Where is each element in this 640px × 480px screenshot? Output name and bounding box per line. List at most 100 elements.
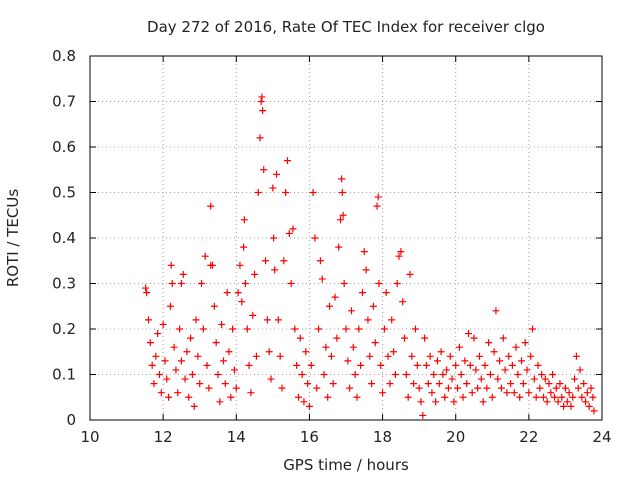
data-point — [399, 298, 407, 306]
data-point — [441, 393, 449, 401]
data-point — [203, 361, 211, 369]
data-point — [218, 320, 226, 328]
x-tick-label: 24 — [592, 428, 611, 446]
data-point — [558, 393, 566, 401]
data-point — [452, 361, 460, 369]
data-point — [527, 352, 535, 360]
data-point — [278, 384, 286, 392]
data-point — [315, 325, 323, 333]
data-point — [388, 316, 396, 324]
data-point — [516, 393, 524, 401]
data-point — [185, 393, 193, 401]
data-point — [293, 361, 301, 369]
data-point — [214, 371, 222, 378]
data-point — [183, 348, 191, 356]
data-point — [450, 398, 458, 406]
data-point — [565, 389, 573, 397]
data-point — [422, 361, 430, 369]
x-axis-label: GPS time / hours — [283, 456, 409, 474]
data-point — [521, 339, 529, 347]
data-point — [212, 339, 220, 347]
data-point — [457, 371, 465, 378]
data-point — [483, 384, 491, 392]
data-point — [161, 357, 169, 365]
data-point — [443, 366, 451, 374]
data-point — [302, 348, 310, 356]
data-point — [466, 361, 474, 369]
data-point — [192, 316, 200, 324]
data-point — [300, 398, 308, 406]
data-point — [505, 352, 513, 360]
data-point — [386, 380, 394, 388]
data-point — [269, 184, 277, 192]
data-point — [492, 307, 500, 315]
data-point — [437, 348, 445, 356]
x-tick-label: 20 — [446, 428, 465, 446]
data-point — [305, 402, 313, 410]
data-point — [518, 357, 526, 365]
data-point — [541, 375, 549, 383]
data-point — [461, 357, 469, 365]
data-point — [155, 371, 163, 378]
data-point — [260, 166, 268, 174]
data-point — [270, 234, 278, 242]
data-point — [373, 202, 381, 210]
data-point — [549, 371, 557, 378]
data-point — [589, 393, 597, 401]
axis-ticks — [89, 55, 603, 421]
data-point — [249, 311, 257, 319]
data-point — [324, 393, 332, 401]
data-point — [479, 398, 487, 406]
data-point — [225, 348, 233, 356]
data-point — [375, 280, 383, 287]
data-point — [329, 380, 337, 388]
data-point — [243, 325, 251, 333]
data-point — [245, 361, 253, 369]
data-point — [485, 339, 493, 347]
data-point — [585, 402, 593, 410]
y-tick-label: 0.5 — [52, 184, 76, 202]
data-point — [371, 339, 379, 347]
data-point — [177, 357, 185, 365]
data-point — [543, 398, 551, 406]
grid-lines — [90, 56, 602, 420]
data-point — [210, 302, 218, 310]
data-point — [177, 280, 185, 287]
data-point — [395, 252, 403, 260]
data-point — [165, 393, 173, 401]
data-point — [287, 280, 295, 287]
data-point — [536, 384, 544, 392]
data-point — [339, 211, 347, 219]
data-point — [273, 170, 281, 178]
data-point — [432, 398, 440, 406]
data-point — [433, 357, 441, 365]
data-point — [351, 371, 359, 378]
data-point — [322, 343, 330, 351]
data-point — [216, 398, 224, 406]
data-point — [205, 384, 213, 392]
data-point — [538, 371, 546, 378]
data-point — [309, 189, 317, 196]
data-point — [166, 302, 174, 310]
data-point — [496, 357, 504, 365]
data-point — [578, 393, 586, 401]
data-point — [554, 398, 562, 406]
data-point — [238, 298, 246, 306]
data-point — [430, 371, 438, 378]
data-point — [455, 343, 463, 351]
data-point — [547, 389, 555, 397]
data-point — [271, 266, 279, 274]
data-point — [221, 380, 229, 388]
data-point — [241, 280, 249, 287]
data-point — [402, 371, 410, 378]
data-point — [571, 375, 579, 383]
data-point — [344, 357, 352, 365]
data-point — [510, 389, 518, 397]
data-point — [507, 380, 515, 388]
data-point — [358, 289, 366, 297]
data-point — [283, 157, 291, 165]
data-point — [446, 352, 454, 360]
data-point — [380, 325, 388, 333]
data-point — [154, 330, 162, 338]
data-point — [326, 302, 334, 310]
